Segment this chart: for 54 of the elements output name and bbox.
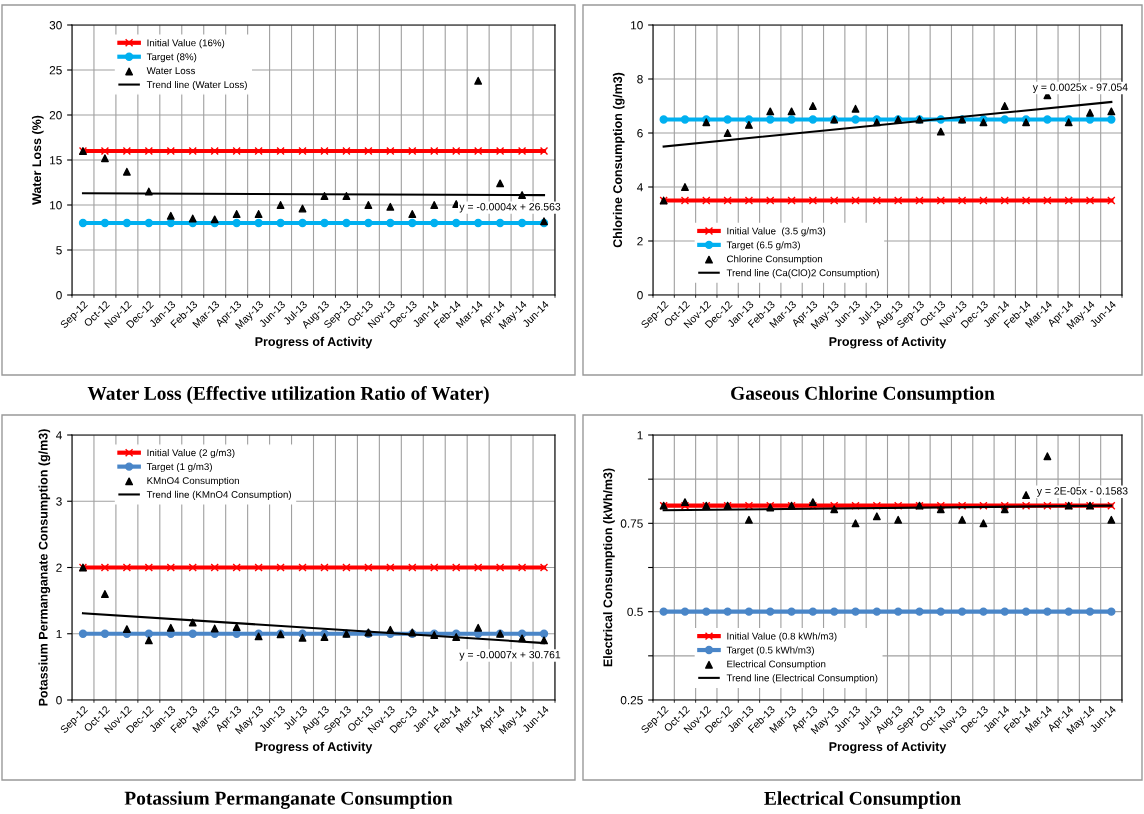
text: Potassium Permanganate Consumption [124, 791, 453, 809]
y-axis-title: Potassium Permanganate Consumption (g/m3) [38, 429, 51, 706]
y-tick-label: 15 [50, 156, 62, 165]
y-tick-label: 10 [631, 21, 643, 30]
y-axis-title: Chlorine Consumption (g/m3) [612, 72, 625, 248]
y-axis-title: Electrical Consumption (kWh/m3) [603, 468, 615, 667]
y-tick-label: 1 [637, 431, 643, 440]
y-tick-label: 25 [49, 66, 62, 75]
y-axis-title: Water Loss (%) [31, 115, 44, 205]
y-tick-label: 0 [56, 696, 62, 705]
y-tick-label: 0.75 [620, 519, 643, 528]
y-tick-label: 4 [55, 431, 62, 440]
y-tick-label: 2 [637, 237, 643, 246]
text: Electrical Consumption [764, 791, 961, 809]
annotation: y = 0.0025x - 97.054 [1032, 83, 1128, 93]
legend-label: Target (1 g/m3) [146, 462, 212, 473]
legend-label: Initial Value (3.5 g/m3) [727, 227, 826, 237]
legend-label: Trend line (KMnO4 Consumption) [146, 490, 291, 500]
annotation: y = -0.0007x + 30.761 [459, 650, 561, 661]
legend-label: KMnO4 Consumption [147, 476, 239, 486]
y-tick-label: 0 [637, 291, 643, 300]
text: Water Loss (Effective utilization Ratio of Water) [87, 386, 489, 404]
y-tick-label: 10 [50, 201, 62, 210]
y-tick-label: 2 [56, 563, 62, 572]
y-tick-label: 5 [56, 246, 62, 255]
y-tick-label: 6 [637, 129, 643, 138]
y-tick-label: 30 [49, 21, 62, 30]
y-tick-label: 0.5 [627, 607, 643, 617]
legend-label: Target (8%) [146, 53, 197, 63]
y-tick-label: 1 [56, 629, 62, 639]
legend-label: Electrical Consumption [727, 660, 826, 670]
y-tick-label: 20 [49, 111, 62, 120]
x-axis-title: Progress of Activity [829, 336, 947, 349]
legend-label: Initial Value (16%) [147, 39, 225, 49]
legend-label: Target (0.5 kWh/m3) [726, 646, 814, 656]
y-tick-label: 3 [56, 497, 62, 506]
annotation: y = -0.0004x + 26.563 [459, 203, 561, 213]
y-tick-label: 8 [637, 75, 643, 84]
y-tick-label: 0 [56, 291, 62, 300]
legend-label: Initial Value (2 g/m3) [147, 449, 235, 459]
x-axis-title: Progress of Activity [255, 336, 373, 349]
x-axis-title: Progress of Activity [829, 741, 947, 754]
annotation: y = 2E-05x - 0.1583 [1036, 487, 1128, 497]
legend-label: Trend line (Water Loss) [146, 80, 247, 90]
legend-label: Initial Value (0.8 kWh/m3) [727, 632, 837, 642]
legend-label: Chlorine Consumption [726, 255, 823, 265]
legend-label: Target (6.5 g/m3) [726, 241, 800, 251]
legend-label: Trend line (Ca(ClO)2 Consumption) [726, 269, 879, 279]
y-tick-label: 0.25 [620, 696, 643, 705]
y-tick-label: 4 [636, 183, 643, 192]
legend-label: Water Loss [146, 67, 196, 75]
x-axis-title: Progress of Activity [255, 741, 373, 754]
text: Gaseous Chlorine Consumption [731, 386, 995, 404]
legend-label: Trend line (Electrical Consumption) [726, 674, 878, 684]
